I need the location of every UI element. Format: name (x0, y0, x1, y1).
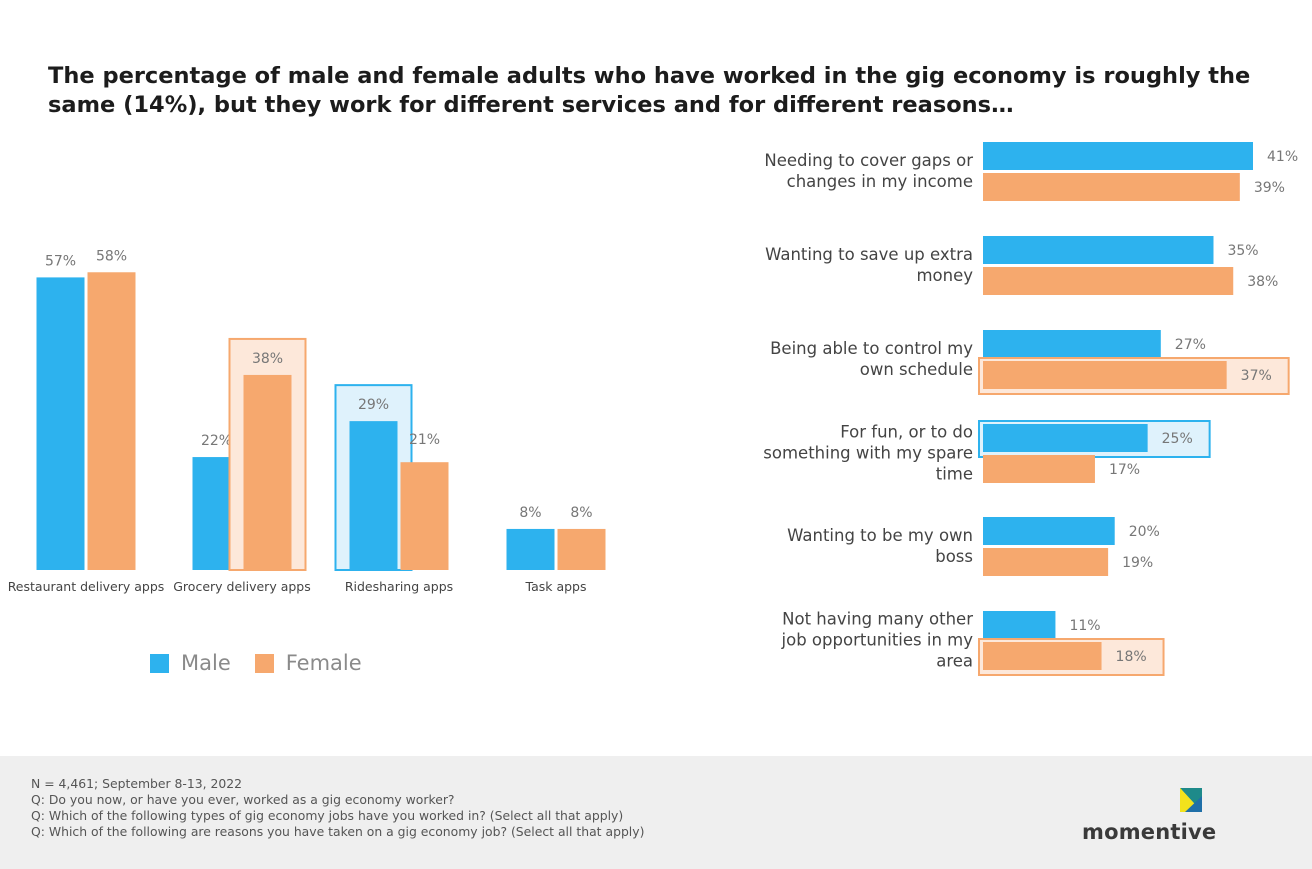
female-bar (983, 173, 1240, 201)
category-label: Wanting to save up extra (765, 245, 973, 264)
category-label: time (936, 465, 973, 484)
category-label: area (936, 652, 973, 671)
data-label: 20% (1129, 524, 1160, 540)
category-label: Ridesharing apps (345, 579, 453, 594)
chart-legend: Male Female (150, 648, 386, 678)
category-label: Task apps (525, 579, 587, 594)
data-label: 19% (1122, 555, 1153, 571)
category-label: job opportunities in my (781, 631, 974, 650)
category-label: boss (935, 547, 973, 566)
momentive-logo: momentive (1082, 784, 1232, 844)
page-title: The percentage of male and female adults… (48, 63, 1251, 118)
male-bar (983, 424, 1148, 452)
question-note: Q: Do you now, or have you ever, worked … (31, 792, 455, 807)
male-bar (983, 611, 1056, 639)
survey-notes: N = 4,461; September 8-13, 2022 Q: Do yo… (31, 776, 644, 840)
gig-job-types-chart: 57% 58% Restaurant delivery apps 22% 38% Groc… (8, 248, 606, 594)
category-label: money (916, 266, 973, 285)
category-label: changes in my income (787, 172, 973, 191)
question-note: Q: Which of the following types of gig e… (31, 808, 624, 823)
sample-note: N = 4,461; September 8-13, 2022 (31, 776, 243, 791)
male-bar (983, 517, 1115, 545)
data-label: 37% (1241, 368, 1272, 384)
male-bar (983, 330, 1161, 358)
legend-male-label: Male (181, 651, 231, 675)
female-bar (87, 272, 136, 570)
female-bar (983, 455, 1095, 483)
data-label: 25% (1162, 431, 1193, 447)
data-label: 35% (1227, 243, 1258, 259)
legend-female-swatch (254, 653, 274, 673)
data-label: 8% (519, 505, 541, 521)
category-label: Grocery delivery apps (173, 579, 310, 594)
male-bar (349, 421, 398, 570)
category-label: own schedule (860, 360, 973, 379)
data-label: 38% (1247, 274, 1278, 290)
data-label: 39% (1254, 180, 1285, 196)
data-label: 58% (96, 248, 127, 264)
question-note: Q: Which of the following are reasons yo… (31, 824, 645, 839)
category-label: Wanting to be my own (787, 526, 973, 545)
data-label: 38% (252, 351, 283, 367)
category-label: For fun, or to do (840, 423, 973, 442)
legend-male-swatch (150, 653, 169, 673)
gig-reasons-chart: Needing to cover gaps or changes in my in… (763, 142, 1298, 676)
male-bar (506, 528, 555, 570)
footer: N = 4,461; September 8-13, 2022 Q: Do yo… (0, 756, 1312, 869)
data-label: 57% (45, 253, 76, 269)
data-label: 27% (1175, 337, 1206, 353)
male-bar (36, 277, 85, 570)
category-label: Needing to cover gaps or (764, 151, 973, 170)
data-label: 41% (1267, 149, 1298, 165)
female-bar (983, 548, 1109, 576)
category-label: Not having many other (782, 610, 973, 629)
female-bar (400, 462, 449, 570)
female-bar (983, 267, 1234, 295)
female-bar (983, 642, 1102, 670)
data-label: 18% (1116, 649, 1147, 665)
data-label: 17% (1109, 462, 1140, 478)
data-label: 8% (570, 505, 592, 521)
data-label: 21% (409, 432, 440, 448)
female-bar (983, 361, 1227, 389)
male-bar (983, 142, 1253, 170)
female-bar (557, 528, 606, 570)
male-bar (983, 236, 1214, 264)
legend-female-label: Female (285, 651, 362, 675)
female-bar (243, 374, 292, 570)
momentive-logo-icon (1180, 788, 1202, 812)
category-label: Being able to control my (770, 339, 973, 358)
category-label: something with my spare (763, 444, 973, 463)
logo-wordmark: momentive (1082, 820, 1217, 844)
data-label: 29% (358, 397, 389, 413)
category-label: Restaurant delivery apps (8, 579, 165, 594)
data-label: 22% (201, 433, 232, 449)
data-label: 11% (1069, 618, 1100, 634)
